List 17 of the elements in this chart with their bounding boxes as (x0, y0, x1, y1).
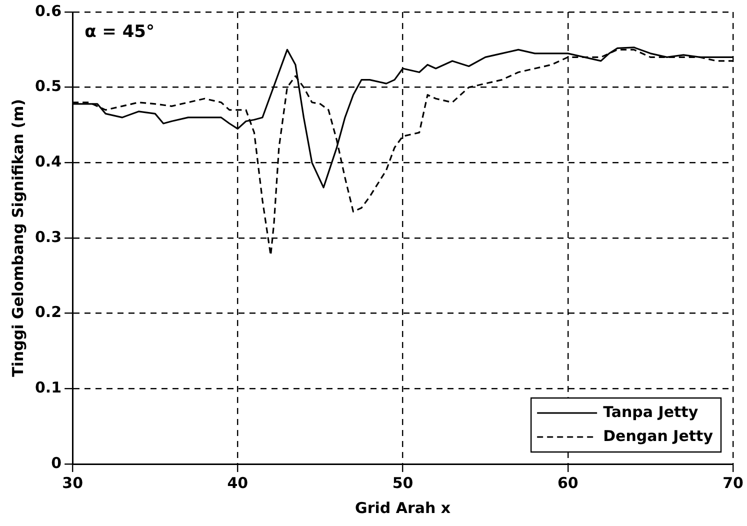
y-tick-label: 0.1 (34, 378, 62, 397)
x-axis-title: Grid Arah x (355, 498, 451, 517)
x-tick-label: 70 (722, 474, 744, 492)
x-tick-label: 40 (227, 474, 248, 492)
y-tick-label: 0 (51, 454, 62, 472)
x-tick-label: 60 (557, 474, 578, 492)
y-tick-label: 0.3 (34, 228, 62, 246)
y-tick-label: 0.2 (34, 303, 62, 322)
legend-label: Dengan Jetty (603, 426, 714, 445)
x-tick-label: 30 (62, 474, 84, 492)
annotation: α = 45° (84, 22, 154, 42)
y-tick-label: 0.6 (34, 2, 62, 20)
y-tick-label: 0.4 (34, 152, 62, 171)
y-axis-title: Tinggi Gelombang Signifikan (m) (8, 99, 27, 377)
x-tick-label: 50 (392, 474, 414, 492)
legend-label: Tanpa Jetty (603, 402, 698, 421)
y-tick-label: 0.5 (34, 77, 62, 96)
